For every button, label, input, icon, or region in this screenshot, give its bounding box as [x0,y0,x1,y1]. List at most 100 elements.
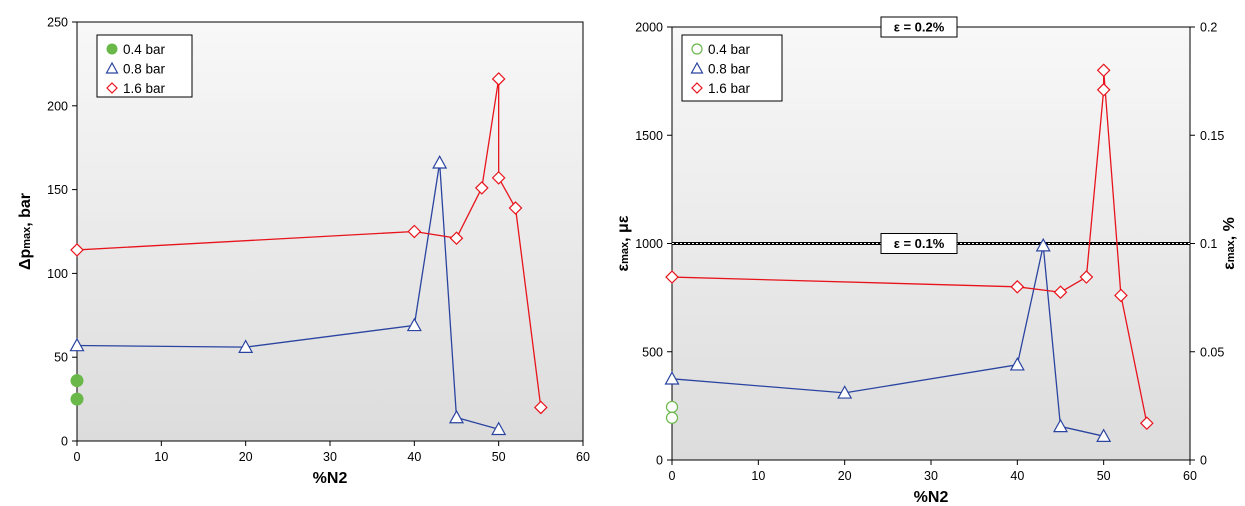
data-point [1096,428,1112,442]
chart-2: 0 10 20 30 40 50 60050010001500200000.050.10.1… [615,16,1238,506]
data-point [1114,288,1128,303]
data-point [1096,82,1111,97]
y2-axis-title-subscript: max [1225,239,1237,262]
y-tick-label: 0 [656,454,663,468]
data-point [1139,416,1154,431]
legend-marker [691,43,703,55]
y-tick-label: 150 [47,183,68,197]
y-axis: 0 500 1000 1500 2000 [635,21,672,468]
data-point [238,339,254,353]
legend-item: 1.6 bar [106,81,166,96]
y-tick-label: 100 [47,267,68,281]
series-0-8-bar [69,155,507,436]
data-point [1035,237,1051,252]
legend-marker [691,82,703,94]
y-axis-title-subscript: max [21,226,33,249]
x-tick-label: 60 [1183,469,1197,483]
y-axis-title-symbol: ε [615,263,632,271]
data-point [491,421,507,436]
data-point [491,171,506,185]
y2-axis-title-unit: , % [1221,217,1238,240]
data-point [70,374,84,388]
legend: 0.4 bar 0.8 bar 1.6 bar [96,34,193,98]
data-point [1096,63,1111,78]
series-0-8-bar [664,237,1112,442]
y-tick-label: 1000 [635,237,663,251]
chart-1: 0 10 20 30 40 50 60 0 50 100 150 200 250 0.4 bar 0.8 b… [17,16,590,488]
y2-axis-title: εmax, % [1221,217,1238,270]
y2-tick-label: 0 [1200,454,1207,468]
y-tick-label: 0 [61,435,68,449]
series-line [671,70,1148,424]
y2-axis: 0 0.05 0.1 0.15 0.2 [1190,21,1224,468]
reference-line: ε = 0.1% [672,233,1190,254]
reference-label: ε = 0.2% [894,20,945,35]
data-point [1052,418,1069,433]
data-point [69,337,85,352]
y-tick-label: 1500 [635,129,663,143]
x-tick-label: 40 [1010,469,1024,483]
y-axis: 0 50 100 150 200 250 [47,16,77,449]
reference-label: ε = 0.1% [894,236,945,251]
x-tick-label: 20 [239,450,253,464]
legend-label: 0.8 bar [123,62,166,77]
legend-marker [690,61,704,74]
x-tick-label: 10 [751,469,765,483]
data-point [1053,285,1068,300]
data-point [449,231,464,246]
data-point [491,72,506,86]
x-tick-label: 50 [1097,469,1111,483]
legend-label: 1.6 bar [708,81,751,96]
x-axis: 0 10 20 30 40 50 60 [74,441,590,464]
y-axis-title: Δpmax, bar [17,193,34,270]
legend-item: 0.8 bar [105,62,166,77]
legend-item: 1.6 bar [691,81,751,96]
y-tick-label: 500 [642,345,663,359]
x-tick-label: 20 [838,469,852,483]
x-tick-label: 60 [576,450,590,464]
data-point [665,411,679,424]
legend: 0.4 bar 0.8 bar 1.6 bar [681,34,783,102]
series-line [671,245,1104,437]
legend-item: 0.4 bar [106,42,166,57]
y2-tick-label: 0.1 [1200,237,1217,251]
x-tick-label: 40 [407,450,421,464]
y-tick-label: 250 [47,16,68,30]
y-tick-label: 2000 [635,21,663,35]
data-point [665,270,679,284]
data-point [508,201,523,215]
legend-label: 0.4 bar [708,42,751,57]
data-point [1009,357,1025,371]
data-point [1079,270,1094,284]
reference-label-box [880,16,958,38]
data-point [432,155,448,169]
reference-line: ε = 0.2% [880,16,958,38]
data-point [665,400,679,414]
x-tick-label: 10 [154,450,168,464]
data-point [448,409,465,424]
data-point [70,392,84,406]
legend-label: 0.8 bar [708,62,751,77]
y-tick-label: 200 [47,99,68,113]
y-axis-title: εmax, με [615,215,632,271]
data-point [406,317,422,332]
x-tick-label: 30 [924,469,938,483]
y-axis-title-symbol: Δp [17,249,34,271]
x-tick-label: 0 [669,469,676,483]
series-1-6-bar [70,72,548,415]
data-point [1010,279,1025,294]
y-axis-title-subscript: max [619,241,631,264]
x-tick-label: 30 [323,450,337,464]
series-line [76,78,542,408]
y2-axis-title-symbol: ε [1221,262,1238,270]
data-point [837,385,853,399]
legend-item: 0.8 bar [690,61,751,77]
legend-label: 1.6 bar [123,81,166,96]
x-axis-title: %N2 [313,470,348,487]
legend-item: 0.4 bar [691,42,751,57]
legend-label: 0.4 bar [123,42,166,57]
legend-marker [106,82,118,94]
reference-label-box [880,233,958,254]
y2-tick-label: 0.05 [1200,345,1224,359]
